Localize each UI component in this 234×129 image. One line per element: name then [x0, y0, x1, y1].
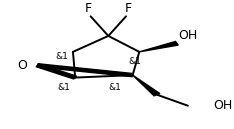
- Text: &1: &1: [128, 57, 141, 66]
- Text: OH: OH: [213, 99, 233, 112]
- Text: &1: &1: [58, 83, 71, 92]
- Polygon shape: [133, 75, 160, 96]
- Polygon shape: [36, 64, 77, 79]
- Polygon shape: [139, 41, 178, 52]
- Text: &1: &1: [109, 83, 121, 92]
- Text: OH: OH: [178, 29, 197, 42]
- Text: F: F: [85, 2, 92, 14]
- Text: F: F: [125, 2, 132, 14]
- Text: &1: &1: [55, 52, 68, 61]
- Polygon shape: [37, 64, 133, 77]
- Text: O: O: [17, 59, 27, 72]
